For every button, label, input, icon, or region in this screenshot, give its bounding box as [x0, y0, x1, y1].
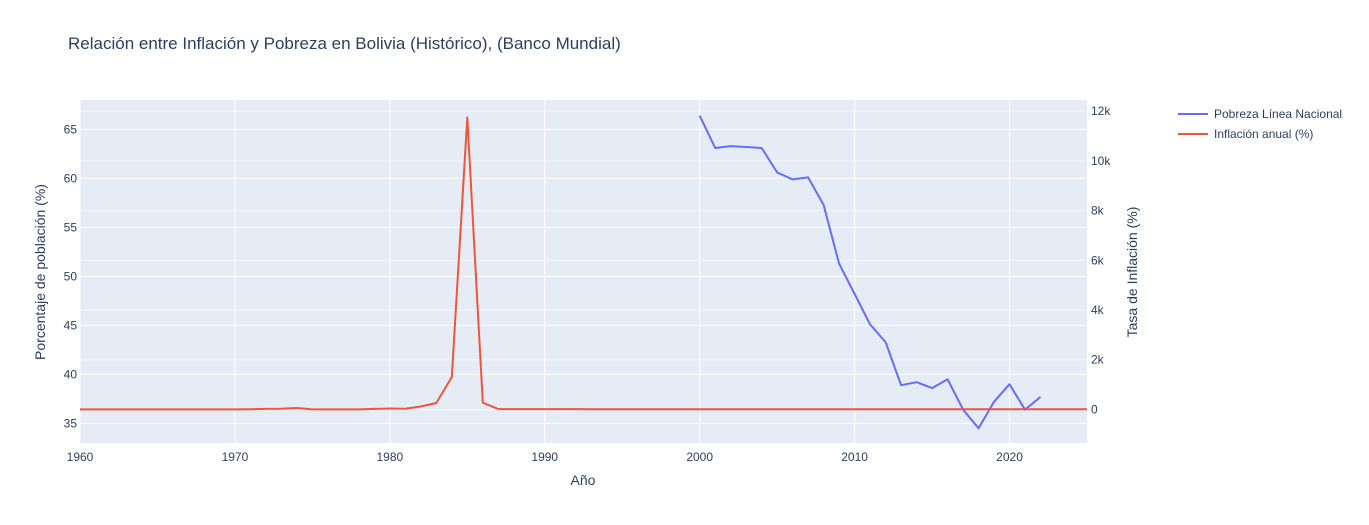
- x-tick-label: 1980: [376, 450, 403, 464]
- y2-tick-label: 12k: [1091, 104, 1111, 118]
- x-tick-label: 1990: [531, 450, 558, 464]
- legend-item-inflacion[interactable]: Inflación anual (%): [1178, 124, 1342, 144]
- chart-title: Relación entre Inflación y Pobreza en Bo…: [68, 34, 621, 53]
- y2-tick-label: 4k: [1091, 303, 1105, 317]
- x-tick-label: 2010: [841, 450, 868, 464]
- y-tick-label: 55: [64, 220, 78, 234]
- y2-axis-title: Tasa de Inflación (%): [1124, 207, 1140, 338]
- legend-swatch-pobreza: [1178, 113, 1208, 115]
- y-axis-ticks: 35 40 45 50 55 60 65: [64, 122, 78, 430]
- series-line-inflacion[interactable]: [80, 116, 1088, 411]
- y-tick-label: 65: [64, 122, 78, 136]
- y2-tick-label: 8k: [1091, 204, 1105, 218]
- y-tick-label: 45: [64, 318, 78, 332]
- x-tick-label: 2020: [996, 450, 1023, 464]
- y2-axis-ticks: 0 2k 4k 6k 8k 10k 12k: [1091, 104, 1111, 416]
- gridlines: [79, 100, 1087, 443]
- series-layer: [80, 115, 1088, 430]
- x-tick-label: 1970: [222, 450, 249, 464]
- legend-label-pobreza: Pobreza Línea Nacional: [1214, 107, 1343, 121]
- legend-label-inflacion: Inflación anual (%): [1214, 127, 1314, 141]
- x-tick-label: 2000: [686, 450, 713, 464]
- y2-tick-label: 2k: [1091, 353, 1105, 367]
- legend-swatch-inflacion: [1178, 133, 1208, 135]
- x-axis-title: Año: [571, 472, 596, 488]
- legend-item-pobreza[interactable]: Pobreza Línea Nacional: [1178, 104, 1342, 124]
- y-tick-label: 40: [64, 367, 78, 381]
- y2-tick-label: 10k: [1091, 154, 1111, 168]
- legend: Pobreza Línea Nacional Inflación anual (…: [1178, 104, 1342, 144]
- x-tick-label: 1960: [67, 450, 94, 464]
- y-tick-label: 60: [64, 171, 78, 185]
- y-tick-label: 35: [64, 416, 78, 430]
- y2-tick-label: 0: [1091, 402, 1098, 416]
- series-line-pobreza[interactable]: [698, 115, 1042, 430]
- y2-tick-label: 6k: [1091, 253, 1105, 267]
- plot-background: [80, 100, 1087, 443]
- y-tick-label: 50: [64, 269, 78, 283]
- x-axis-ticks: 1960 1970 1980 1990 2000 2010 2020: [67, 450, 1024, 464]
- y-axis-title: Porcentaje de población (%): [32, 184, 48, 360]
